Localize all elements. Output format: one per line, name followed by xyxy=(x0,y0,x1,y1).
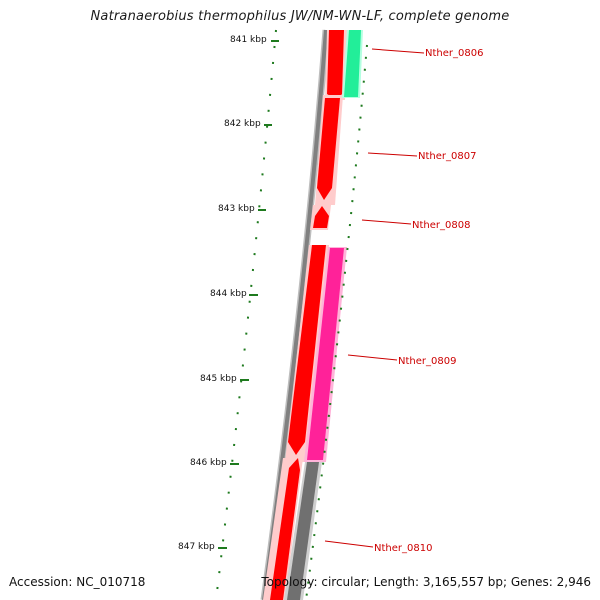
leader-line xyxy=(361,219,412,225)
leader-line xyxy=(324,540,374,548)
gene-label: Nther_0807 xyxy=(418,151,476,162)
kbp-ticks xyxy=(218,40,279,549)
cds-feature xyxy=(327,30,344,100)
gene-label: Nther_0808 xyxy=(412,220,470,231)
gene-features xyxy=(284,30,363,600)
cds-features xyxy=(263,30,347,600)
cds-feature xyxy=(317,98,340,200)
gene-label: Nther_0810 xyxy=(374,543,432,554)
kbp-labels: 841 kbp 842 kbp 843 kbp 844 kbp 845 kbp … xyxy=(178,35,267,552)
kbp-label: 843 kbp xyxy=(218,204,255,214)
cds-feature xyxy=(313,206,329,228)
map-title: Natranaerobius thermophilus JW/NM-WN-LF,… xyxy=(90,9,510,24)
topology-text: Topology: circular; Length: 3,165,557 bp… xyxy=(261,575,591,589)
kbp-label: 847 kbp xyxy=(178,542,215,552)
gene-label-leaders xyxy=(324,48,425,548)
accession-text: Accession: NC_010718 xyxy=(9,575,146,589)
kbp-label: 844 kbp xyxy=(210,289,247,299)
gene-feature xyxy=(287,462,319,600)
kbp-label: 841 kbp xyxy=(230,35,267,45)
gene-labels: Nther_0806 Nther_0807 Nther_0808 Nther_0… xyxy=(374,48,483,554)
kbp-label: 845 kbp xyxy=(200,374,237,384)
gene-label: Nther_0809 xyxy=(398,356,456,367)
kbp-label: 846 kbp xyxy=(190,458,227,468)
gene-feature xyxy=(344,30,361,97)
gene-feature xyxy=(307,248,344,460)
cds-feature xyxy=(270,458,300,600)
leader-line xyxy=(367,152,418,157)
kbp-label: 842 kbp xyxy=(224,119,261,129)
cds-feature xyxy=(288,245,326,455)
leader-line xyxy=(347,354,398,361)
gene-label: Nther_0806 xyxy=(425,48,483,59)
outer-dotted-ring xyxy=(305,44,368,600)
scale-ring xyxy=(215,29,277,600)
leader-line xyxy=(371,48,425,54)
